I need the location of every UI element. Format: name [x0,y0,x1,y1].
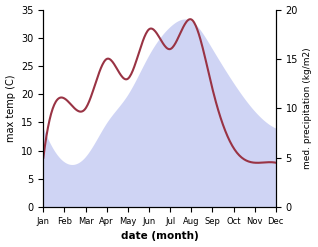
Y-axis label: med. precipitation (kg/m2): med. precipitation (kg/m2) [303,48,313,169]
X-axis label: date (month): date (month) [121,231,198,242]
Y-axis label: max temp (C): max temp (C) [5,75,16,142]
